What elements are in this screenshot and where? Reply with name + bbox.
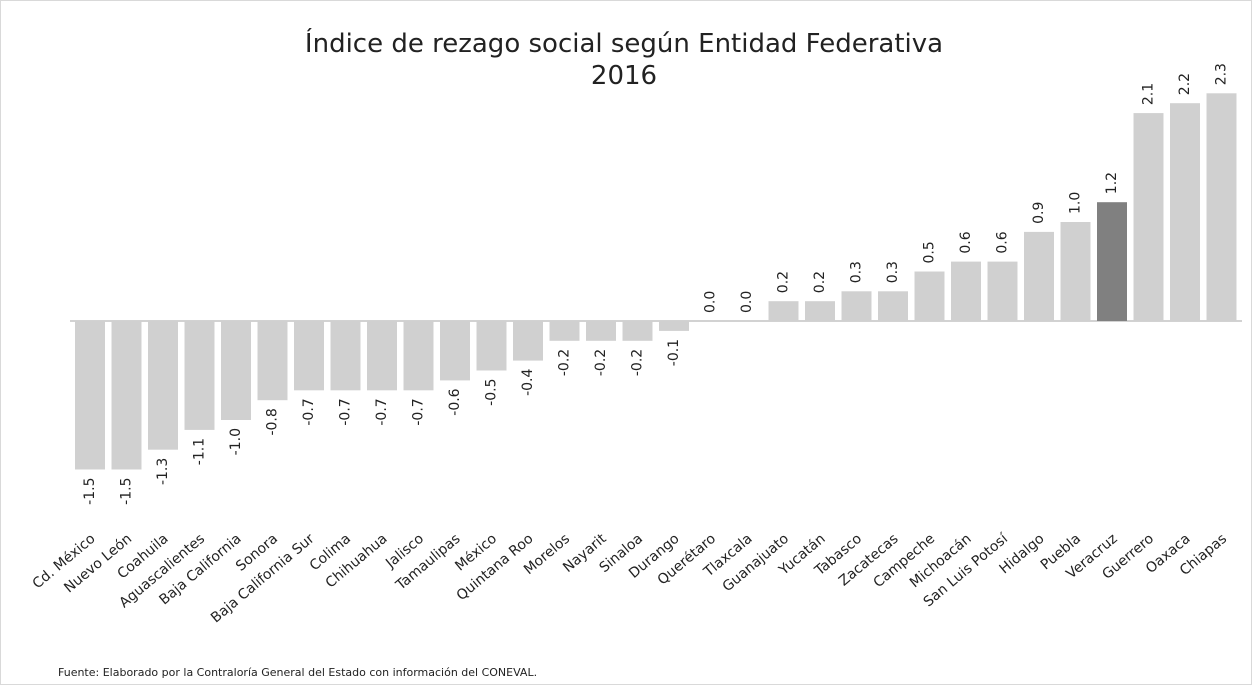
bar [622,321,653,341]
value-label: -0.6 [447,388,463,415]
bar [148,321,178,450]
value-label: 2.2 [1177,73,1193,95]
value-label: -1.3 [155,458,171,485]
value-label: 0.2 [812,271,828,293]
value-label: -0.4 [520,369,536,396]
bar [768,301,799,321]
bar [914,271,945,321]
bar [367,321,397,391]
bar [1206,93,1237,321]
bar [549,321,580,341]
bar [878,291,908,321]
value-label: 0.6 [995,231,1011,253]
value-label: -0.7 [338,398,354,425]
bar [841,291,872,321]
source-note: Fuente: Elaborado por la Contraloría Gen… [58,666,537,679]
value-label: -0.8 [265,408,281,435]
value-label: -1.1 [192,438,208,465]
chart-title: Índice de rezago social según Entidad Fe… [305,27,943,59]
value-label: 0.6 [958,231,974,253]
bar [294,321,324,391]
value-label: 1.0 [1068,192,1084,214]
bar [221,321,251,420]
value-label: -0.7 [374,398,390,425]
bar [805,301,835,321]
bar [513,321,543,361]
value-label: 0.9 [1031,202,1047,224]
value-label: -1.5 [119,478,135,505]
value-label: 0.3 [849,261,865,283]
value-label: -1.0 [228,428,244,455]
value-label: -0.5 [484,379,500,406]
value-label: 0.0 [739,291,755,313]
value-label: -0.2 [630,349,646,376]
value-label: 0.2 [776,271,792,293]
value-label: -0.7 [411,398,427,425]
value-label: 1.2 [1104,172,1120,194]
bar [111,321,142,470]
bar [1170,103,1200,321]
bar [1133,113,1164,321]
value-label: 2.3 [1214,63,1230,85]
value-label: 0.3 [885,261,901,283]
value-label: -0.1 [666,339,682,366]
bar [951,261,981,321]
value-label: 0.0 [703,291,719,313]
bar [1060,222,1091,321]
bar [330,321,361,391]
bar [987,261,1018,321]
bar [476,321,507,371]
value-label: -1.5 [82,478,98,505]
chart-subtitle: 2016 [591,61,657,91]
value-label: 2.1 [1141,83,1157,105]
bar [586,321,616,341]
value-label: -0.2 [557,349,573,376]
bar [659,321,689,331]
bar [257,321,288,401]
bar [75,321,105,470]
bar [1024,231,1054,321]
bar [403,321,434,391]
value-label: -0.7 [301,398,317,425]
value-label: -0.2 [593,349,609,376]
value-label: 0.5 [922,241,938,263]
bar [440,321,470,381]
bar [184,321,215,430]
bar [1097,202,1127,321]
